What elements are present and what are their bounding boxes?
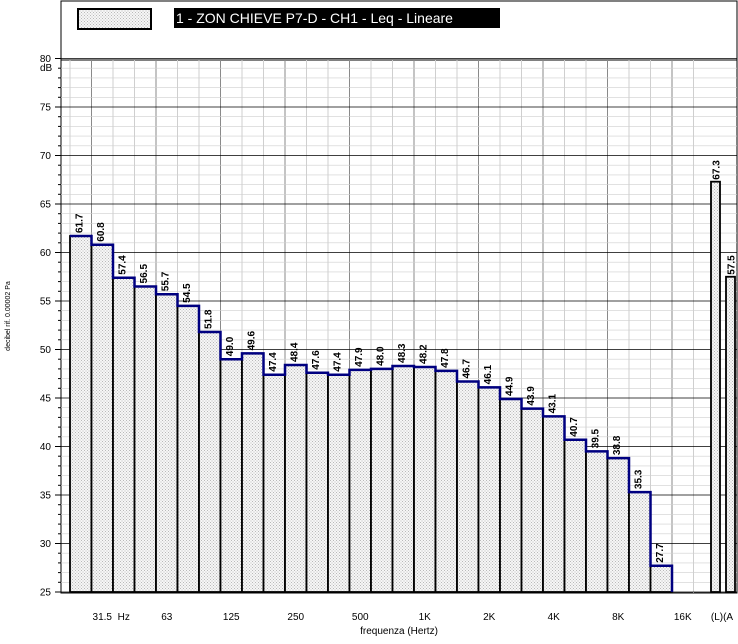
data-label-63: 55.7	[161, 271, 172, 291]
bar-315	[305, 371, 329, 593]
y-tick-label: 60	[40, 248, 52, 259]
bar-200	[262, 373, 286, 593]
bar-800	[391, 365, 415, 593]
x-tick-label: 4K	[548, 612, 561, 623]
data-label-250: 48.4	[290, 342, 301, 362]
bars	[69, 235, 673, 593]
x-tick-label: 125	[223, 612, 240, 623]
data-label-12.5K: 27.7	[655, 543, 666, 563]
bar-12.5K	[649, 564, 673, 593]
data-label-80: 54.5	[182, 283, 193, 303]
data-label-630: 48.0	[376, 346, 387, 366]
bar-8K	[606, 457, 630, 593]
legend-swatch	[77, 8, 152, 30]
bar-100	[198, 331, 222, 593]
y-tick-label: 30	[40, 539, 52, 550]
bar-1K	[413, 366, 437, 593]
x-axis-label: frequenza (Hertz)	[360, 626, 438, 637]
bar-63	[155, 293, 179, 593]
data-label-6.3K: 39.5	[591, 428, 602, 448]
y-tick-label: 40	[40, 442, 52, 453]
data-label-50: 56.5	[139, 264, 150, 284]
data-label-2.5K: 44.9	[505, 376, 516, 396]
data-label-5K: 40.7	[569, 417, 580, 437]
data-label-500: 47.9	[354, 347, 365, 367]
data-label-40: 57.4	[118, 255, 129, 275]
y-tick-label: 55	[40, 297, 52, 308]
y-axis-label: decibel rif. 0.00002 Pa	[5, 281, 12, 351]
y-tick-label: 25	[40, 588, 52, 599]
x-tick-label: 16K	[674, 612, 692, 623]
bar-10K	[628, 491, 652, 593]
x-tick-label: Hz	[118, 612, 130, 623]
bar-4K	[542, 415, 566, 593]
total-bar-0	[710, 180, 721, 593]
data-label-31.5: 60.8	[96, 222, 107, 242]
data-label-2K: 46.1	[483, 364, 494, 384]
data-label-10K: 35.3	[634, 469, 645, 489]
title-background	[174, 8, 500, 28]
total-label-0: 67.3	[712, 160, 723, 180]
x-tick-label: 500	[352, 612, 369, 623]
x-tick-label: 2K	[483, 612, 496, 623]
data-label-100: 51.8	[204, 309, 215, 329]
total-label-1: 57.5	[727, 255, 738, 275]
data-label-1.6K: 46.7	[462, 359, 473, 379]
x-tick-label: 1K	[419, 612, 432, 623]
y-tick-label: 80	[40, 54, 52, 65]
series-outline	[70, 234, 674, 592]
x-tick-label: 8K	[612, 612, 625, 623]
data-label-3.15K: 43.9	[526, 386, 537, 406]
x-tick-label-totals: (L)(A	[711, 612, 734, 623]
data-label-1K: 48.2	[419, 344, 430, 364]
x-tick-labels: 31.5 Hz 63 125 250 500 1K 2K 4K 8K 16K (L)(A	[93, 612, 734, 623]
x-tick-label: 63	[161, 612, 173, 623]
bar-1.6K	[456, 380, 480, 593]
data-label-160: 49.6	[247, 330, 258, 350]
data-label-4K: 43.1	[548, 394, 559, 414]
bar-500	[348, 368, 372, 593]
bar-25	[69, 235, 93, 593]
data-label-8K: 38.8	[612, 435, 623, 455]
data-label-25: 61.7	[75, 213, 86, 233]
bar-31.5	[90, 243, 114, 593]
bar-250	[284, 364, 308, 593]
y-unit-label: dB	[40, 63, 53, 74]
data-label-315: 47.6	[311, 350, 322, 370]
bar-1.25K	[434, 369, 458, 593]
bar-630	[370, 367, 394, 593]
y-tick-label: 70	[40, 151, 52, 162]
bar-3.15K	[520, 407, 544, 593]
chart-title: 1 - ZON CHIEVE P7-D - CH1 - Leq - Linear…	[176, 10, 453, 26]
total-bars: 67.3 57.5	[710, 160, 738, 593]
bar-400	[327, 373, 351, 593]
data-label-1.25K: 47.8	[440, 348, 451, 368]
bar-80	[176, 304, 200, 593]
data-label-200: 47.4	[268, 352, 279, 372]
y-tick-label: 50	[40, 345, 52, 356]
x-tick-label: 31.5	[93, 612, 113, 623]
bar-6.3K	[585, 450, 609, 593]
y-tick-label: 65	[40, 200, 52, 211]
bar-2.5K	[499, 398, 523, 593]
total-bar-1	[725, 275, 736, 593]
bar-2K	[477, 386, 501, 593]
data-label-125: 49.0	[225, 336, 236, 356]
x-tick-label: 250	[287, 612, 304, 623]
y-tick-label: 45	[40, 394, 52, 405]
data-label-400: 47.4	[333, 352, 344, 372]
data-label-800: 48.3	[397, 343, 408, 363]
bar-125	[219, 358, 243, 593]
y-tick-label: 35	[40, 491, 52, 502]
bar-50	[133, 285, 157, 593]
bar-40	[112, 276, 136, 593]
data-labels: 61.7 60.8 57.4 56.5 55.7 54.5 51.8 49.0 49.6 47.4…	[75, 213, 667, 563]
bar-5K	[563, 438, 587, 593]
bar-160	[241, 352, 265, 593]
y-tick-label: 75	[40, 103, 52, 114]
y-tick-labels: 25 30 35 40 45 50 55 60 65 70 75 80	[40, 54, 52, 599]
